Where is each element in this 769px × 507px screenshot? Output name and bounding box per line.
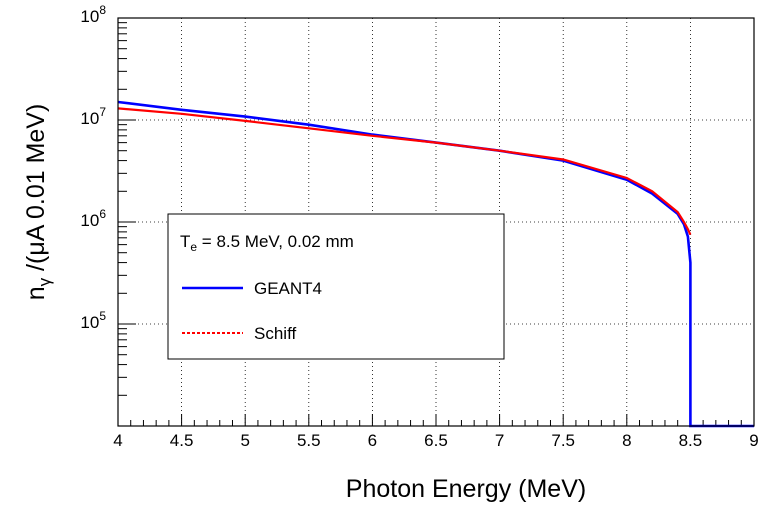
tick-labels: 4 4.5 5 5.5 6 6.5 7 7.5 8 8.5 9 105 106 107 108 bbox=[80, 3, 758, 450]
legend-label-schiff: Schiff bbox=[254, 324, 296, 343]
x-tick-label: 6.5 bbox=[424, 431, 448, 450]
legend-label-geant4: GEANT4 bbox=[254, 279, 322, 298]
x-tick-label: 7.5 bbox=[551, 431, 575, 450]
data-series bbox=[117, 100, 754, 428]
x-tick-label: 4.5 bbox=[170, 431, 194, 450]
legend-header-main: T bbox=[180, 232, 190, 251]
legend-header-sub: e bbox=[190, 240, 197, 254]
series-line-geant4 bbox=[117, 100, 754, 428]
y-axis-title-rest: /(μA 0.01 MeV) bbox=[22, 104, 50, 278]
x-tick-label: 7 bbox=[495, 431, 504, 450]
legend-header: Te = 8.5 MeV, 0.02 mm bbox=[180, 232, 354, 254]
x-tick-label: 8.5 bbox=[679, 431, 703, 450]
x-axis-title: Photon Energy (MeV) bbox=[346, 475, 586, 503]
y-axis-title-n: n bbox=[22, 286, 50, 300]
legend: Te = 8.5 MeV, 0.02 mm GEANT4 Schiff bbox=[167, 213, 505, 360]
y-tick-label: 107 bbox=[80, 105, 106, 128]
legend-box bbox=[167, 213, 505, 360]
x-tick-label: 4 bbox=[113, 431, 122, 450]
y-tick-label: 105 bbox=[80, 309, 106, 332]
y-tick-label: 106 bbox=[80, 207, 106, 230]
y-axis-title: nγ /(μA 0.01 MeV) bbox=[22, 104, 54, 301]
x-tick-label: 9 bbox=[749, 431, 758, 450]
x-tick-label: 5 bbox=[240, 431, 249, 450]
y-axis-title-sub: γ bbox=[35, 277, 54, 286]
x-tick-label: 6 bbox=[368, 431, 377, 450]
legend-header-rest: = 8.5 MeV, 0.02 mm bbox=[197, 232, 354, 251]
x-tick-label: 8 bbox=[622, 431, 631, 450]
series-line-schiff bbox=[117, 107, 692, 236]
y-tick-label: 108 bbox=[80, 3, 106, 26]
plot-frame bbox=[117, 17, 755, 427]
x-tick-label: 5.5 bbox=[297, 431, 321, 450]
